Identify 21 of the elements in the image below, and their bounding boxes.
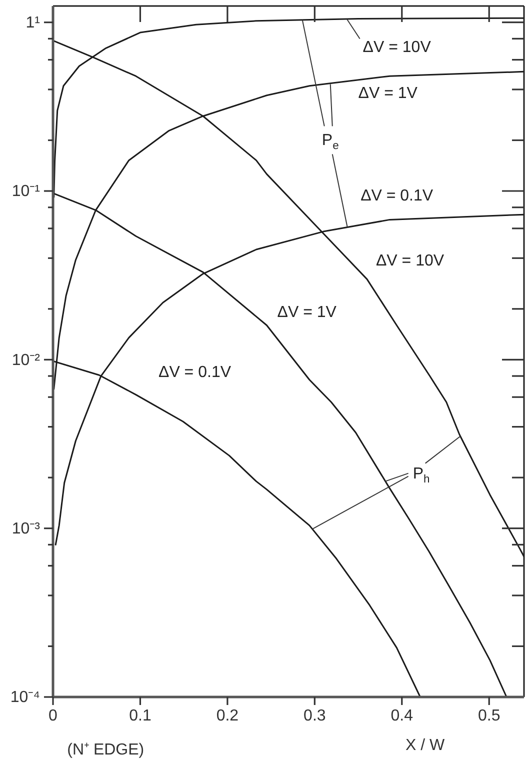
annotation: P$_{e}$ xyxy=(322,132,339,152)
x-tick-label: 0 xyxy=(48,707,58,724)
annotation: ΔV = 1V xyxy=(358,84,418,102)
annotation: ΔV = 10V xyxy=(376,252,444,269)
x-tick-label: 0.1 xyxy=(129,707,152,724)
x-tick-label: 0.3 xyxy=(304,707,326,724)
text: (N⁺ EDGE) xyxy=(67,741,144,758)
x-tick-label: 0.4 xyxy=(390,707,414,724)
y-tick-label: 10⁻¹ xyxy=(12,183,40,200)
annotation: ΔV = 0.1V xyxy=(158,364,232,381)
y-tick-label: 10⁻² xyxy=(12,352,41,369)
y-tick-label: 10⁻³ xyxy=(12,520,41,538)
x-axis-title: X / W xyxy=(406,737,446,754)
y-tick-label: 10⁻⁴ xyxy=(10,689,40,706)
annotation: ΔV = 10V xyxy=(362,38,432,56)
y-tick-label: 1¹ xyxy=(26,14,40,32)
x-tick-label: 0.5 xyxy=(478,707,500,724)
annotation: P$_{h}$ xyxy=(412,464,430,486)
annotation: ΔV = 1V xyxy=(277,304,337,321)
x-tick-label: 0.2 xyxy=(216,707,239,724)
annotation: ΔV = 0.1V xyxy=(360,186,434,204)
